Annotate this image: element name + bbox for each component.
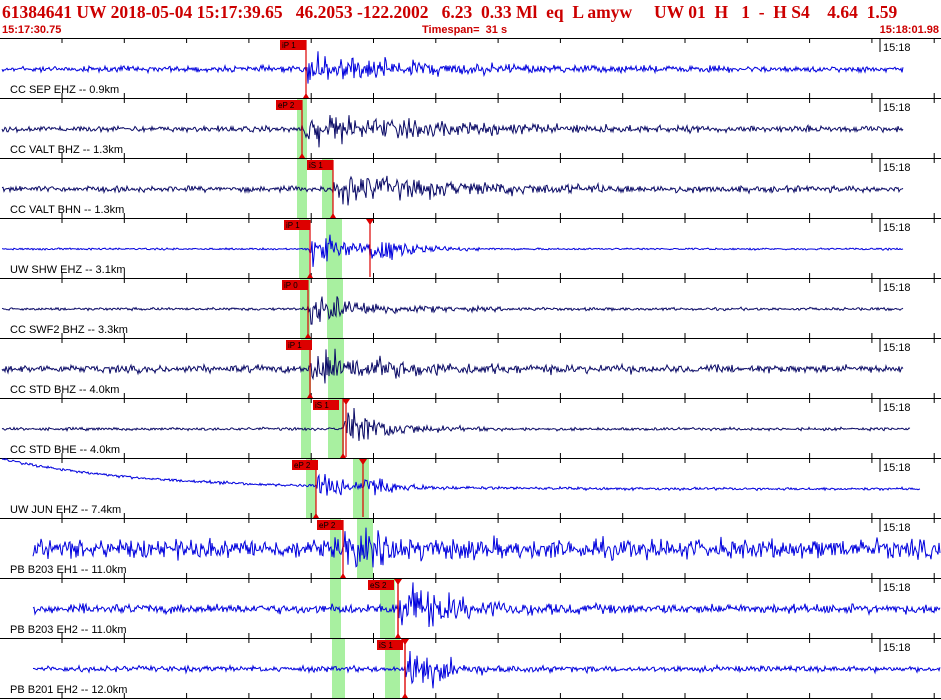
row-time-label: 15:18 <box>883 582 911 594</box>
trace-row[interactable]: iP 0 CC SWF2 BHZ -- 3.3km 15:18 <box>0 278 941 339</box>
row-time-label: 15:18 <box>883 462 911 474</box>
pick-label: eS 2 <box>370 581 387 590</box>
station-label: CC SEP EHZ -- 0.9km <box>10 84 119 96</box>
window-band <box>328 399 344 458</box>
row-time-label: 15:18 <box>883 342 911 354</box>
start-time: 15:17:30.75 <box>2 24 62 36</box>
header-bar: 61384641 UW 2018-05-04 15:17:39.65 46.20… <box>0 0 941 38</box>
pick-arrow-icon <box>299 153 305 158</box>
row-time-label: 15:18 <box>883 42 911 54</box>
pick-arrow-icon <box>313 513 319 518</box>
pick-label-box[interactable] <box>280 40 306 50</box>
waveform-trace <box>2 234 904 267</box>
trace-row[interactable]: iS 1 PB B201 EH2 -- 12.0km 15:18 <box>0 638 941 699</box>
trace-row[interactable]: iP 1 CC SEP EHZ -- 0.9km 15:18 <box>0 38 941 99</box>
station-label: CC VALT BHZ -- 1.3km <box>10 144 123 156</box>
trace-row[interactable]: eP 2 CC VALT BHZ -- 1.3km 15:18 <box>0 98 941 159</box>
trace-row[interactable]: iS 1 CC STD BHE -- 4.0km 15:18 <box>0 398 941 459</box>
pick-arrow-icon <box>307 273 313 278</box>
window-band <box>301 399 311 458</box>
pick-label: iS 1 <box>315 401 329 410</box>
pick-label: iS 1 <box>379 641 393 650</box>
pick-arrow-icon <box>340 453 346 458</box>
station-label: CC STD BHE -- 4.0km <box>10 444 120 456</box>
event-info-title: 61384641 UW 2018-05-04 15:17:39.65 46.20… <box>2 2 898 22</box>
row-time-label: 15:18 <box>883 222 911 234</box>
trace-row[interactable]: eP 2 UW JUN EHZ -- 7.4km 15:18 <box>0 457 941 519</box>
row-time-label: 15:18 <box>883 642 911 654</box>
station-label: CC STD BHZ -- 4.0km <box>10 384 119 396</box>
pick-arrow-icon <box>307 393 313 398</box>
pick-label: eP 2 <box>319 521 336 530</box>
pick-arrow-icon <box>366 219 374 225</box>
timespan-label: Timespan= 31 s <box>422 24 508 36</box>
pick-label-box[interactable] <box>286 340 312 350</box>
trace-row[interactable]: iP 1 UW SHW EHZ -- 3.1km 15:18 <box>0 218 941 279</box>
trace-row[interactable]: iP 1 CC STD BHZ -- 4.0km 15:18 <box>0 338 941 399</box>
station-label: CC SWF2 BHZ -- 3.3km <box>10 324 128 336</box>
waveform-trace <box>1 296 904 325</box>
pick-arrow-icon <box>340 573 346 578</box>
pick-label-box[interactable] <box>282 280 308 290</box>
pick-label: iP 1 <box>288 341 302 350</box>
pick-arrow-icon <box>359 459 367 465</box>
row-time-label: 15:18 <box>883 162 911 174</box>
pick-label-box[interactable] <box>276 100 302 110</box>
pick-label-box[interactable] <box>317 520 343 530</box>
pick-label: eP 2 <box>278 101 295 110</box>
row-time-label: 15:18 <box>883 522 911 534</box>
window-band <box>330 519 341 578</box>
station-label: CC VALT BHN -- 1.3km <box>10 204 124 216</box>
pick-arrow-icon <box>395 633 401 638</box>
pick-label-box[interactable] <box>284 220 310 230</box>
pick-label: iP 1 <box>282 41 296 50</box>
waveform-trace <box>32 650 941 689</box>
pick-arrow-icon <box>342 399 350 405</box>
window-band <box>300 279 310 338</box>
station-label: UW JUN EHZ -- 7.4km <box>10 504 121 516</box>
seismogram-canvas: iP 1 CC SEP EHZ -- 0.9km 15:18 eP 2 CC VALT … <box>0 38 941 699</box>
pick-label-box[interactable] <box>313 400 339 410</box>
waveform-trace <box>1 114 904 148</box>
station-label: PB B203 EH2 -- 11.0km <box>10 624 127 636</box>
row-time-label: 15:18 <box>883 102 911 114</box>
station-label: UW SHW EHZ -- 3.1km <box>10 264 126 276</box>
pick-label: iS 1 <box>309 161 323 170</box>
window-band <box>353 459 369 518</box>
pick-label: iP 0 <box>284 281 298 290</box>
pick-label-box[interactable] <box>368 580 394 590</box>
waveform-trace <box>1 175 904 206</box>
station-label: PB B203 EH1 -- 11.0km <box>10 564 127 576</box>
window-band <box>380 579 395 638</box>
pick-label-box[interactable] <box>377 640 403 650</box>
waveform-trace <box>1 348 904 384</box>
waveform-trace <box>1 51 904 84</box>
end-time: 15:18:01.98 <box>879 24 939 36</box>
seismogram-panel[interactable]: iP 1 CC SEP EHZ -- 0.9km 15:18 eP 2 CC VALT … <box>0 38 941 700</box>
station-label: PB B201 EH2 -- 12.0km <box>10 684 127 696</box>
trace-row[interactable]: eS 2 PB B203 EH2 -- 11.0km 15:18 <box>0 578 941 639</box>
waveform-trace <box>32 582 941 628</box>
pick-label: iP 1 <box>286 221 300 230</box>
waveform-trace <box>1 457 921 496</box>
pick-arrow-icon <box>330 213 336 218</box>
pick-arrow-icon <box>394 579 402 585</box>
row-time-label: 15:18 <box>883 402 911 414</box>
pick-arrow-icon <box>305 333 311 338</box>
trace-row[interactable]: eP 2 PB B203 EH1 -- 11.0km 15:18 <box>0 518 941 579</box>
window-band <box>326 219 342 278</box>
pick-label: eP 2 <box>294 461 311 470</box>
row-time-label: 15:18 <box>883 282 911 294</box>
pick-arrow-icon <box>303 93 309 98</box>
pick-label-box[interactable] <box>292 460 318 470</box>
window-band <box>306 459 316 518</box>
pick-label-box[interactable] <box>307 160 333 170</box>
pick-arrow-icon <box>402 693 408 698</box>
waveform-trace <box>1 407 911 441</box>
window-band <box>385 639 400 698</box>
waveform-trace <box>32 527 941 568</box>
trace-row[interactable]: iS 1 CC VALT BHN -- 1.3km 15:18 <box>0 158 941 219</box>
